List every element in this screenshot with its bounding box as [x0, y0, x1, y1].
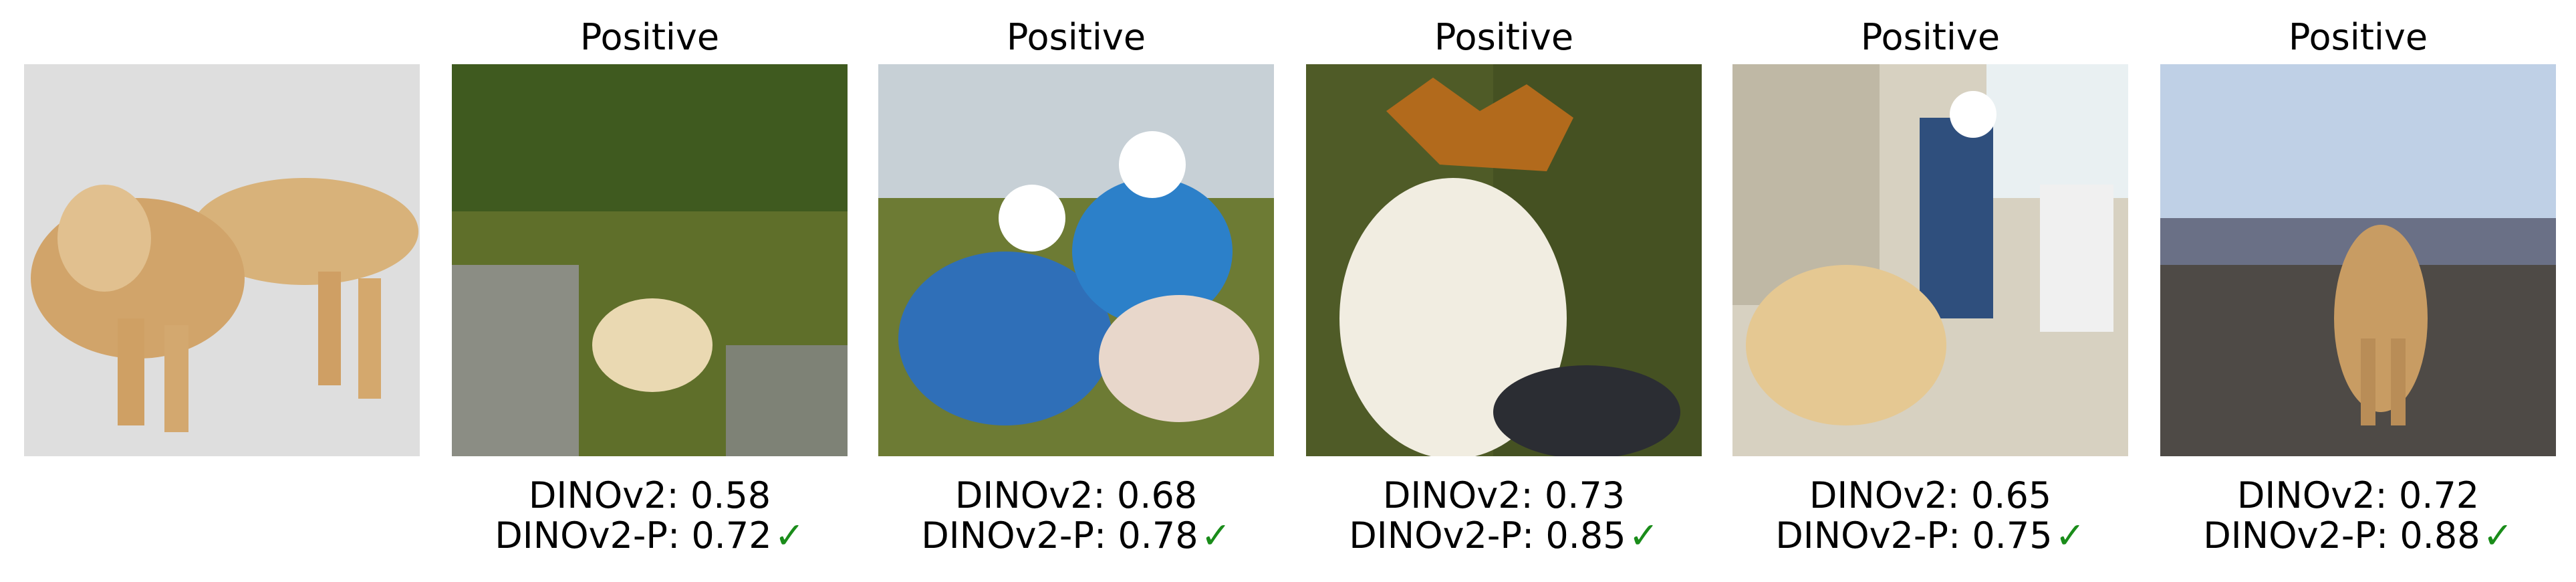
result-panel-2: Positive DINOv2: 0.68 DINOv2-P: 0.78✓ — [878, 0, 1274, 582]
dog-on-hill-image — [2160, 64, 2556, 456]
dinov2-value: 0.73 — [1545, 474, 1625, 516]
result-panel-4: Positive DINOv2: 0.65 DINOv2-P: 0.75✓ — [1732, 0, 2128, 582]
query-panel — [24, 0, 420, 582]
dinov2p-score: DINOv2-P: 0.72✓ — [452, 515, 848, 557]
result-panel-5: Positive DINOv2: 0.72 DINOv2-P: 0.88✓ — [2160, 0, 2556, 582]
result-image-1 — [452, 64, 848, 456]
panel-title: Positive — [878, 16, 1274, 59]
dinov2-score: DINOv2: 0.73 — [1306, 475, 1702, 516]
dinov2p-label: DINOv2-P: — [921, 514, 1106, 557]
dog-with-kids-image — [878, 64, 1274, 456]
query-image — [24, 64, 420, 456]
dinov2-score: DINOv2: 0.65 — [1732, 475, 2128, 516]
dog-with-leaf-crown-image — [1306, 64, 1702, 456]
dinov2-label: DINOv2: — [1383, 474, 1533, 516]
dinov2-value: 0.58 — [690, 474, 771, 516]
result-image-5 — [2160, 64, 2556, 456]
dinov2p-label: DINOv2-P: — [1775, 514, 1960, 557]
check-icon: ✓ — [2483, 514, 2513, 557]
dinov2-score: DINOv2: 0.68 — [878, 475, 1274, 516]
panel-title: Positive — [2160, 16, 2556, 59]
dog-in-store-image — [1732, 64, 2128, 456]
dinov2p-value: 0.85 — [1545, 514, 1626, 557]
dinov2p-value: 0.78 — [1118, 514, 1198, 557]
result-panel-3: Positive DINOv2: 0.73 DINOv2-P: 0.85✓ — [1306, 0, 1702, 582]
dinov2p-label: DINOv2-P: — [1349, 514, 1534, 557]
dinov2-score: DINOv2: 0.58 — [452, 475, 848, 516]
dinov2p-score: DINOv2-P: 0.85✓ — [1306, 515, 1702, 557]
dinov2-label: DINOv2: — [955, 474, 1106, 516]
panel-title: Positive — [1732, 16, 2128, 59]
dog-in-grass-image — [452, 64, 848, 456]
dinov2p-score: DINOv2-P: 0.88✓ — [2160, 515, 2556, 557]
check-icon: ✓ — [1629, 514, 1659, 557]
panel-title: Positive — [1306, 16, 1702, 59]
result-image-3 — [1306, 64, 1702, 456]
dinov2-label: DINOv2: — [1809, 474, 1960, 516]
dinov2p-label: DINOv2-P: — [495, 514, 680, 557]
dinov2-value: 0.65 — [1971, 474, 2051, 516]
check-icon: ✓ — [1201, 514, 1231, 557]
dinov2p-value: 0.88 — [2400, 514, 2480, 557]
dinov2-label: DINOv2: — [529, 474, 679, 516]
dinov2p-score: DINOv2-P: 0.78✓ — [878, 515, 1274, 557]
panel-title: Positive — [452, 16, 848, 59]
check-icon: ✓ — [2055, 514, 2085, 557]
result-panel-1: Positive DINOv2: 0.58 DINOv2-P: 0.72✓ — [452, 0, 848, 582]
dinov2p-label: DINOv2-P: — [2203, 514, 2388, 557]
dinov2-label: DINOv2: — [2237, 474, 2388, 516]
check-icon: ✓ — [775, 514, 805, 557]
query-dog-on-snow-image — [24, 64, 420, 456]
result-image-2 — [878, 64, 1274, 456]
result-image-4 — [1732, 64, 2128, 456]
dinov2-value: 0.68 — [1117, 474, 1197, 516]
dinov2-score: DINOv2: 0.72 — [2160, 475, 2556, 516]
dinov2-value: 0.72 — [2399, 474, 2479, 516]
dinov2p-value: 0.75 — [1972, 514, 2052, 557]
dinov2p-score: DINOv2-P: 0.75✓ — [1732, 515, 2128, 557]
dinov2p-value: 0.72 — [691, 514, 771, 557]
